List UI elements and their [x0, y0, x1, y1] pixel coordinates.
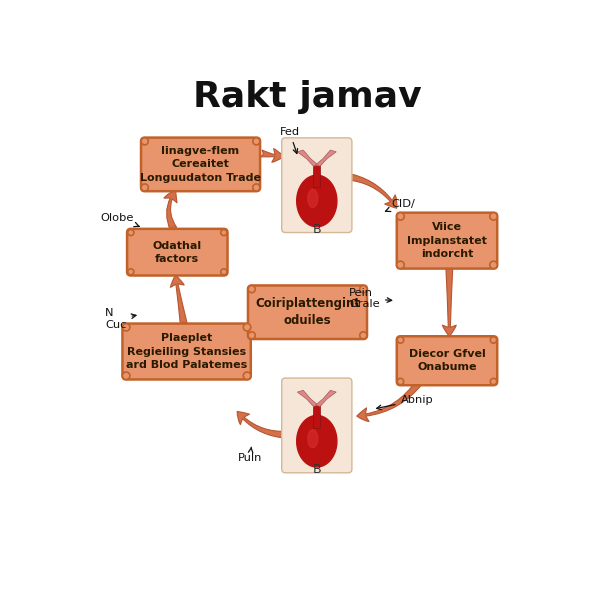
FancyBboxPatch shape: [281, 138, 352, 233]
Circle shape: [141, 138, 148, 145]
Text: B: B: [313, 223, 321, 236]
Circle shape: [397, 379, 404, 385]
Circle shape: [128, 230, 134, 236]
FancyArrowPatch shape: [260, 149, 284, 163]
Text: Viice
Implanstatet
indorcht: Viice Implanstatet indorcht: [407, 223, 487, 259]
Text: Fed: Fed: [280, 127, 300, 154]
FancyBboxPatch shape: [397, 336, 497, 385]
Circle shape: [253, 184, 260, 191]
Polygon shape: [297, 175, 337, 227]
Circle shape: [141, 184, 148, 191]
Text: Diecor Gfvel
Onabume: Diecor Gfvel Onabume: [409, 349, 485, 373]
Text: Pein
Grale: Pein Grale: [349, 287, 392, 309]
Circle shape: [397, 261, 404, 269]
Text: CID/: CID/: [385, 199, 415, 212]
Text: Iinagve-flem
Cereaitet
Longuudaton Trade: Iinagve-flem Cereaitet Longuudaton Trade: [140, 146, 261, 182]
FancyArrowPatch shape: [237, 412, 286, 438]
Circle shape: [243, 323, 251, 331]
FancyBboxPatch shape: [248, 286, 367, 339]
Polygon shape: [297, 415, 337, 467]
FancyArrowPatch shape: [442, 266, 456, 336]
FancyBboxPatch shape: [141, 137, 260, 191]
Polygon shape: [316, 150, 336, 166]
Circle shape: [397, 337, 404, 343]
FancyBboxPatch shape: [281, 378, 352, 473]
FancyBboxPatch shape: [397, 212, 497, 269]
Circle shape: [360, 332, 367, 339]
Text: B: B: [313, 463, 321, 476]
Circle shape: [490, 261, 497, 269]
Circle shape: [490, 212, 497, 220]
Text: Puln: Puln: [238, 447, 262, 463]
Circle shape: [128, 269, 134, 275]
FancyBboxPatch shape: [122, 323, 251, 379]
Circle shape: [122, 372, 130, 380]
Circle shape: [248, 286, 255, 293]
Polygon shape: [308, 190, 318, 208]
Text: Abnip: Abnip: [377, 395, 433, 410]
Circle shape: [490, 379, 497, 385]
Text: Plaeplet
Regieiling Stansies
ard Blod Palatemes: Plaeplet Regieiling Stansies ard Blod Pa…: [126, 334, 247, 370]
Circle shape: [243, 372, 251, 380]
Circle shape: [490, 337, 497, 343]
Circle shape: [253, 138, 260, 145]
Circle shape: [397, 212, 404, 220]
Text: N
Cuc: N Cuc: [105, 308, 136, 330]
Polygon shape: [316, 391, 336, 406]
Polygon shape: [308, 430, 318, 448]
Polygon shape: [313, 404, 320, 428]
Circle shape: [221, 269, 227, 275]
FancyBboxPatch shape: [127, 229, 227, 275]
Text: Odathal
factors: Odathal factors: [153, 241, 202, 264]
Text: Olobe: Olobe: [101, 212, 139, 227]
Circle shape: [221, 230, 227, 236]
Circle shape: [248, 332, 255, 339]
FancyArrowPatch shape: [357, 379, 422, 422]
FancyArrowPatch shape: [345, 173, 397, 208]
FancyArrowPatch shape: [170, 275, 187, 325]
Polygon shape: [298, 150, 318, 166]
Polygon shape: [313, 164, 320, 187]
Circle shape: [122, 323, 130, 331]
Polygon shape: [298, 391, 318, 406]
Text: Rakt jamav: Rakt jamav: [193, 80, 422, 115]
Text: Coiriplattengint
oduiles: Coiriplattengint oduiles: [255, 297, 360, 327]
Circle shape: [360, 286, 367, 293]
FancyArrowPatch shape: [164, 191, 177, 230]
